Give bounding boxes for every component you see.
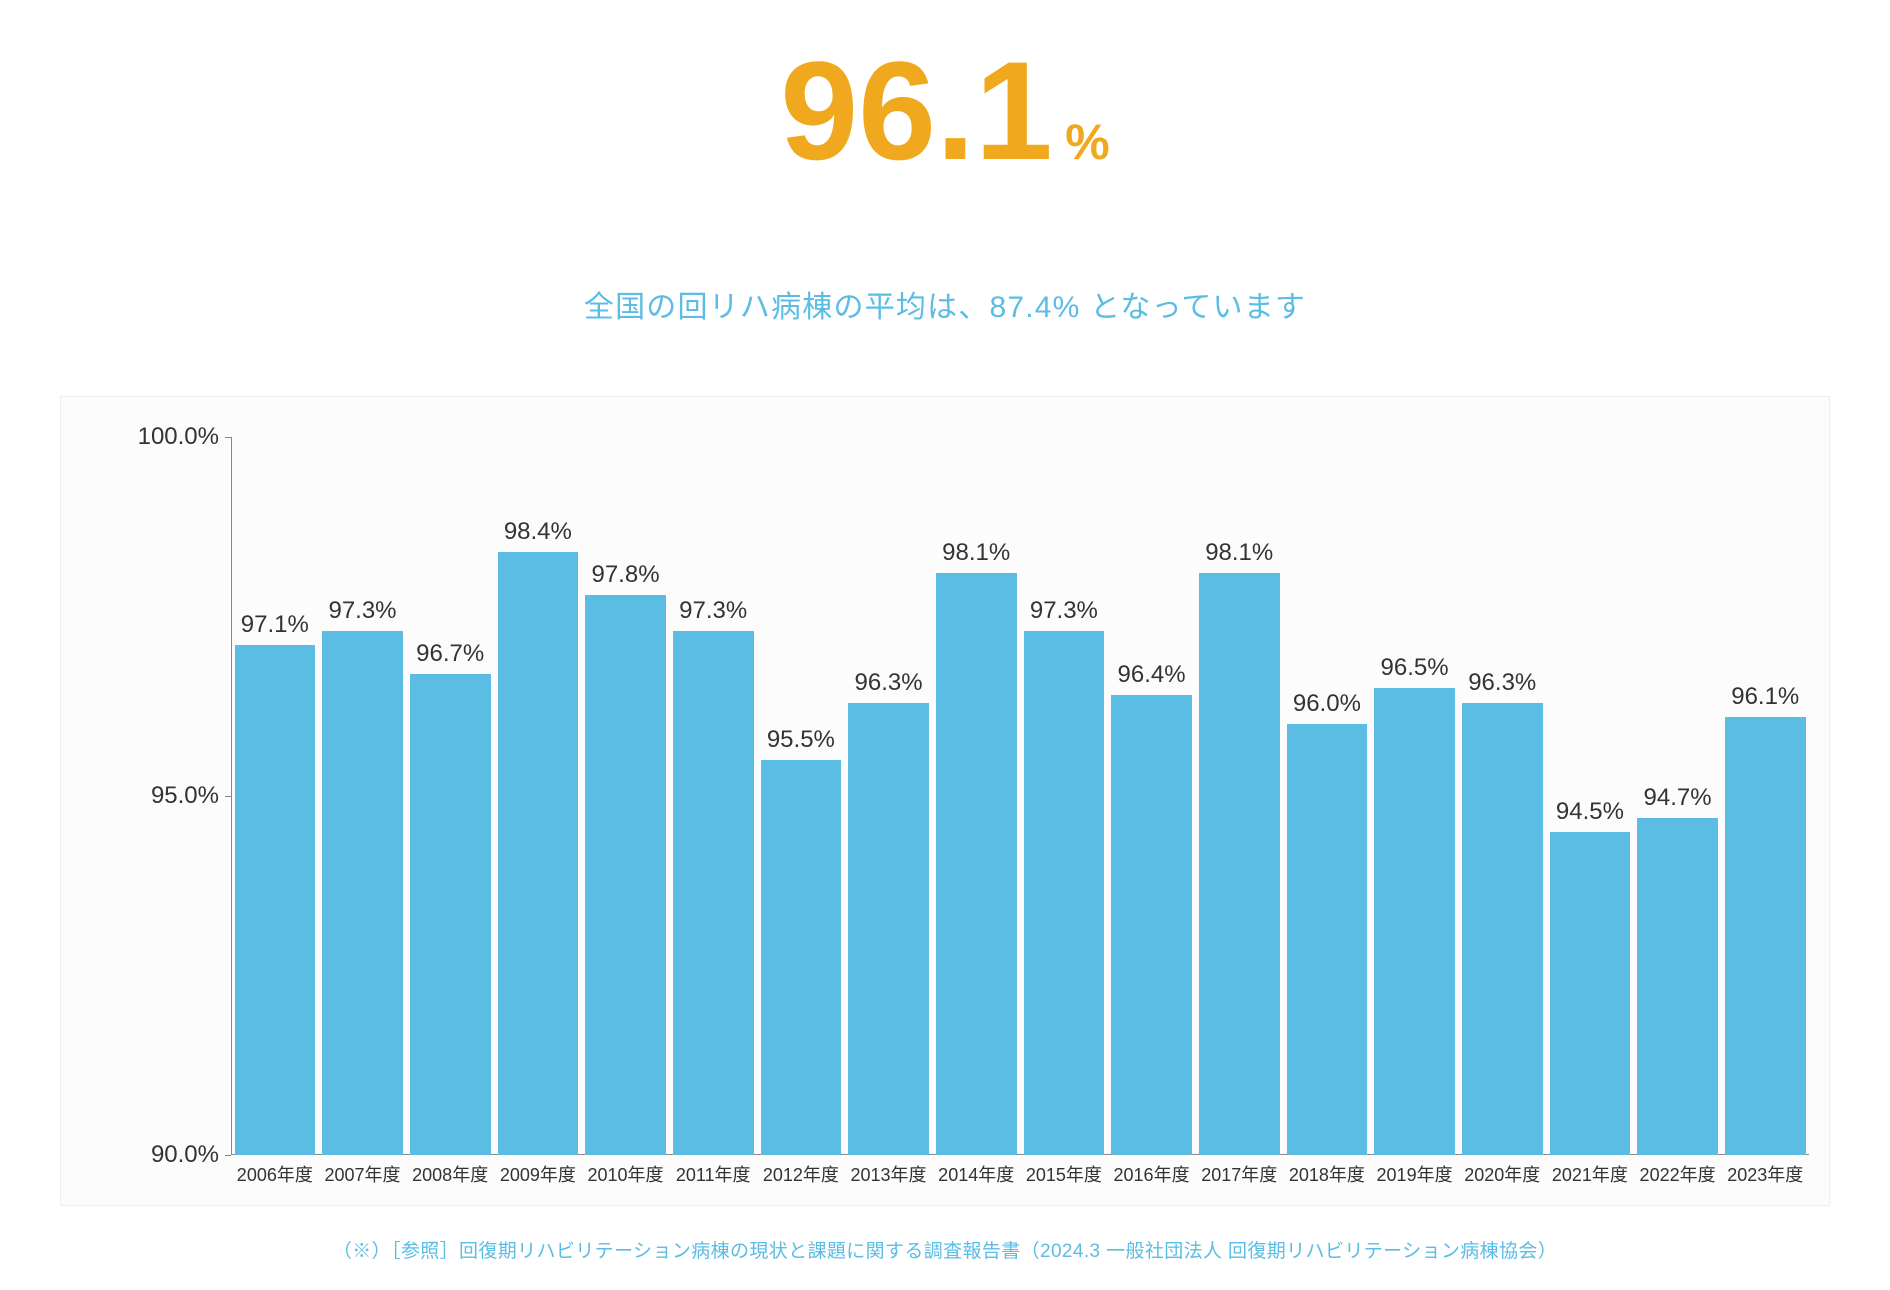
bar-slot: 94.7%2022年度 (1634, 437, 1722, 1155)
bar-slot: 97.3%2011年度 (669, 437, 757, 1155)
bar-value-label: 97.3% (679, 597, 747, 625)
bar-value-label: 96.1% (1731, 683, 1799, 711)
x-tick-label: 2019年度 (1377, 1161, 1453, 1187)
bar-slot: 98.4%2009年度 (494, 437, 582, 1155)
bar-slot: 95.5%2012年度 (757, 437, 845, 1155)
y-tick-label: 100.0% (138, 423, 219, 451)
bar-value-label: 98.4% (504, 518, 572, 546)
bar (1550, 832, 1631, 1155)
x-tick-label: 2012年度 (763, 1161, 839, 1187)
y-tick-mark (225, 796, 231, 797)
x-tick-label: 2011年度 (676, 1161, 751, 1187)
bar-slot: 96.5%2019年度 (1371, 437, 1459, 1155)
footnote: （※）［参照］回復期リハビリテーション病棟の現状と課題に関する調査報告書（202… (0, 1236, 1890, 1263)
x-tick-label: 2015年度 (1026, 1161, 1102, 1187)
bar-chart: 97.1%2006年度97.3%2007年度96.7%2008年度98.4%20… (60, 396, 1830, 1206)
bar (761, 760, 842, 1155)
plot-area: 97.1%2006年度97.3%2007年度96.7%2008年度98.4%20… (231, 437, 1809, 1155)
bar (1111, 695, 1192, 1155)
bar-value-label: 96.5% (1381, 654, 1449, 682)
subtitle: 全国の回リハ病棟の平均は、87.4% となっています (0, 282, 1890, 326)
bar-slot: 94.5%2021年度 (1546, 437, 1634, 1155)
y-tick-mark (225, 437, 231, 438)
bar-slot: 98.1%2014年度 (932, 437, 1020, 1155)
bar-slot: 96.0%2018年度 (1283, 437, 1371, 1155)
bar-value-label: 98.1% (1205, 539, 1273, 567)
x-tick-label: 2008年度 (412, 1161, 488, 1187)
bar (936, 573, 1017, 1155)
bar-slot: 96.3%2020年度 (1458, 437, 1546, 1155)
bar-slot: 96.3%2013年度 (845, 437, 933, 1155)
x-tick-label: 2013年度 (851, 1161, 927, 1187)
bar-value-label: 95.5% (767, 726, 835, 754)
bar-value-label: 97.1% (241, 611, 309, 639)
bar-value-label: 97.8% (591, 561, 659, 589)
bar (1374, 688, 1455, 1155)
bar (1725, 717, 1806, 1155)
bar-slot: 97.3%2007年度 (319, 437, 407, 1155)
bar (848, 703, 929, 1155)
bar-slot: 97.8%2010年度 (582, 437, 670, 1155)
bar-value-label: 94.7% (1644, 784, 1712, 812)
y-tick-label: 95.0% (151, 782, 219, 810)
bar-slot: 96.4%2016年度 (1108, 437, 1196, 1155)
bar-value-label: 97.3% (328, 597, 396, 625)
bar (322, 631, 403, 1155)
bar (1287, 724, 1368, 1155)
headline: 96.1 % (0, 30, 1890, 192)
bar-value-label: 96.7% (416, 640, 484, 668)
headline-value: 96.1 (780, 30, 1052, 192)
x-tick-label: 2023年度 (1727, 1161, 1803, 1187)
x-tick-label: 2017年度 (1201, 1161, 1277, 1187)
bar-value-label: 96.0% (1293, 690, 1361, 718)
bar (498, 552, 579, 1155)
bar (673, 631, 754, 1155)
headline-unit: % (1065, 113, 1109, 171)
x-tick-label: 2009年度 (500, 1161, 576, 1187)
x-tick-label: 2018年度 (1289, 1161, 1365, 1187)
y-tick-label: 90.0% (151, 1141, 219, 1169)
x-tick-label: 2016年度 (1114, 1161, 1190, 1187)
bar (1199, 573, 1280, 1155)
x-tick-label: 2007年度 (324, 1161, 400, 1187)
x-tick-label: 2010年度 (587, 1161, 663, 1187)
bar (1637, 818, 1718, 1155)
bar-value-label: 96.4% (1118, 661, 1186, 689)
bar-slot: 98.1%2017年度 (1195, 437, 1283, 1155)
bar-value-label: 96.3% (1468, 669, 1536, 697)
bar (235, 645, 316, 1155)
bar-value-label: 96.3% (855, 669, 923, 697)
bar-value-label: 98.1% (942, 539, 1010, 567)
bar (1024, 631, 1105, 1155)
bars-container: 97.1%2006年度97.3%2007年度96.7%2008年度98.4%20… (231, 437, 1809, 1155)
bar-slot: 96.7%2008年度 (406, 437, 494, 1155)
bar-slot: 97.1%2006年度 (231, 437, 319, 1155)
x-tick-label: 2020年度 (1464, 1161, 1540, 1187)
bar (410, 674, 491, 1155)
bar (1462, 703, 1543, 1155)
bar-slot: 97.3%2015年度 (1020, 437, 1108, 1155)
x-tick-label: 2022年度 (1640, 1161, 1716, 1187)
bar (585, 595, 666, 1155)
x-tick-label: 2014年度 (938, 1161, 1014, 1187)
x-tick-label: 2021年度 (1552, 1161, 1628, 1187)
y-tick-mark (225, 1155, 231, 1156)
bar-value-label: 94.5% (1556, 798, 1624, 826)
x-tick-label: 2006年度 (237, 1161, 313, 1187)
bar-value-label: 97.3% (1030, 597, 1098, 625)
bar-slot: 96.1%2023年度 (1721, 437, 1809, 1155)
